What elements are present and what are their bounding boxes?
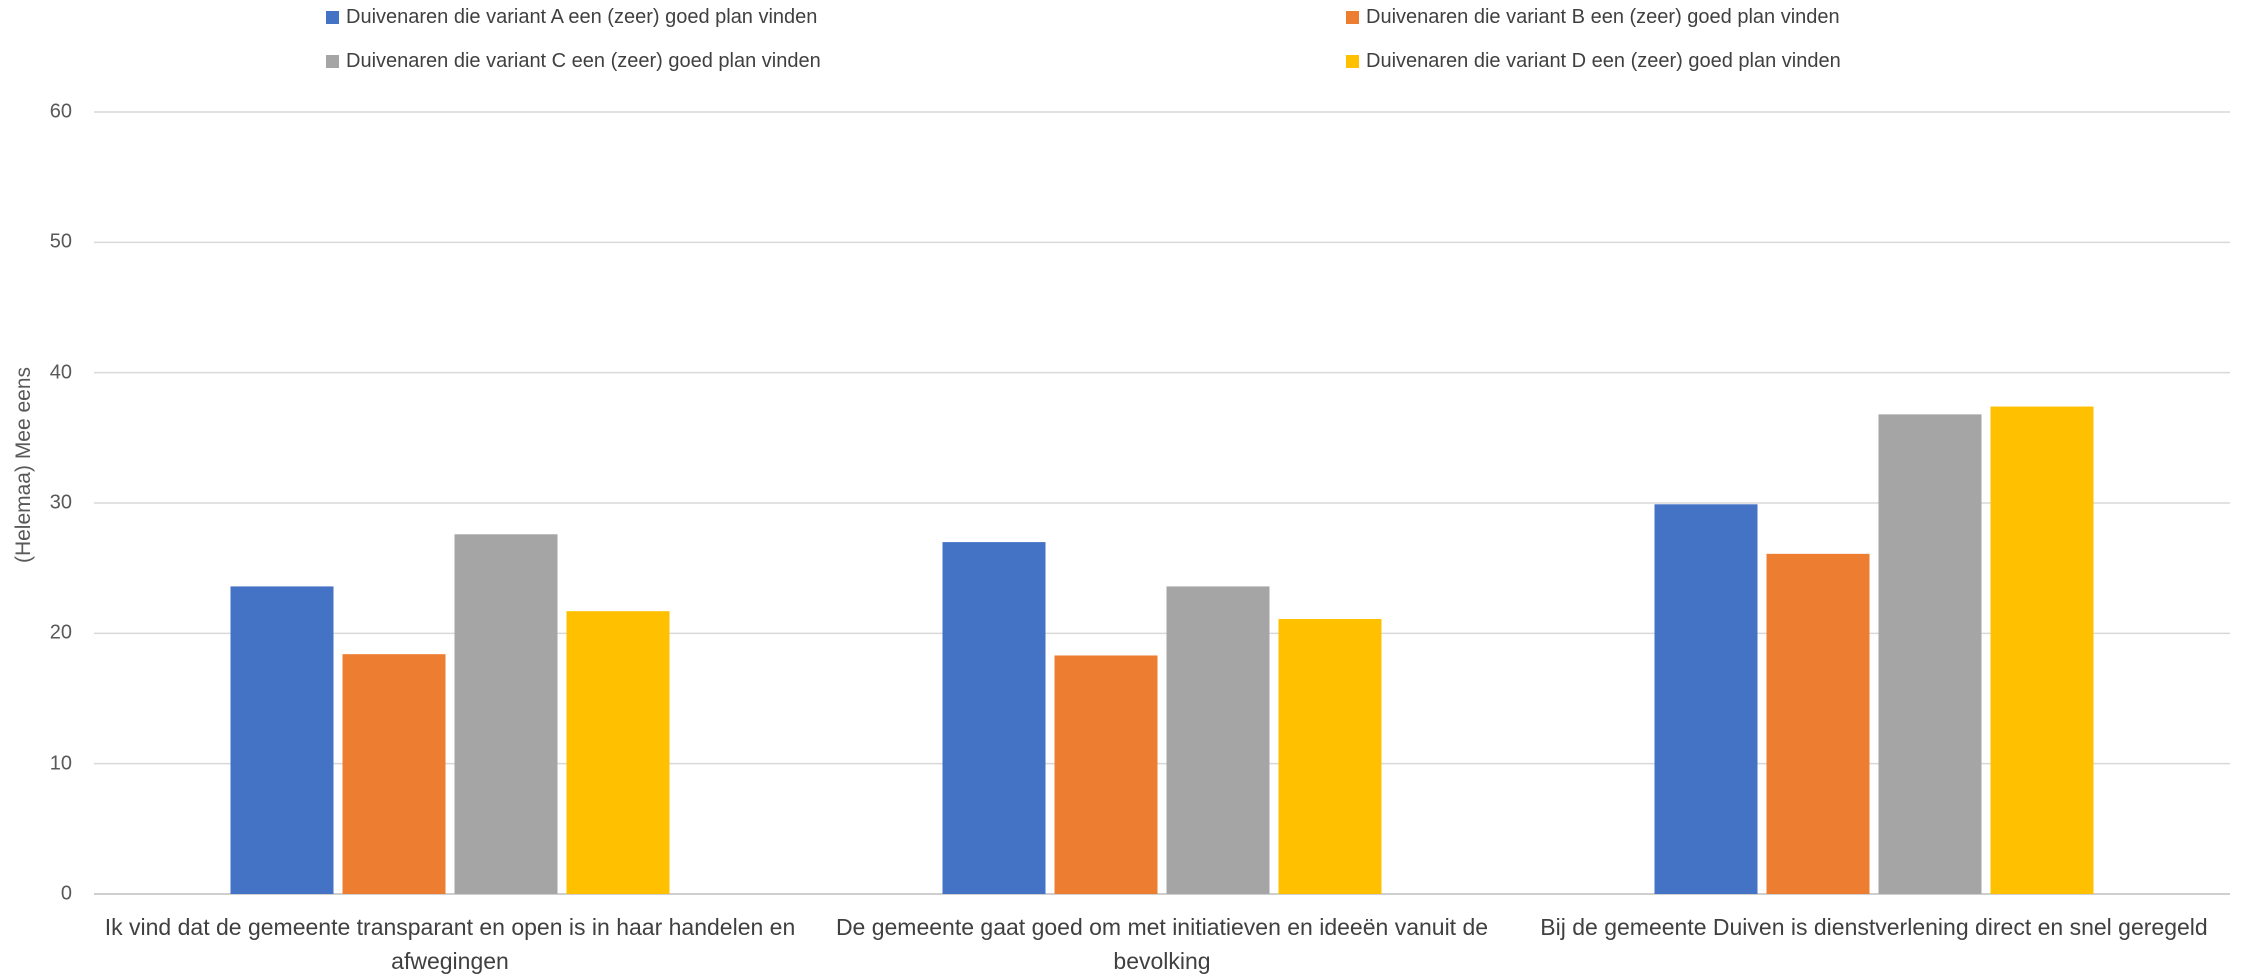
y-tick-label: 0 <box>60 882 72 905</box>
legend-item-a: Duivenaren die variant A een (zeer) goed… <box>326 6 817 29</box>
category-label-3: Bij de gemeente Duiven is dienstverlenin… <box>1540 914 2208 940</box>
y-tick-label: 20 <box>49 621 72 644</box>
legend-label-c: Duivenaren die variant C een (zeer) goed… <box>346 50 821 72</box>
bar-series-a-category-3 <box>1654 504 1758 894</box>
legend-label-a: Duivenaren die variant A een (zeer) goed… <box>346 6 818 28</box>
legend-swatch-a <box>326 11 339 24</box>
bar-series-a-category-2 <box>942 542 1046 894</box>
legend-item-b: Duivenaren die variant B een (zeer) goed… <box>1346 6 1840 29</box>
bar-series-a-category-1 <box>230 586 334 894</box>
y-tick-label: 10 <box>49 752 72 775</box>
y-tick-label: 40 <box>49 361 72 384</box>
bar-series-d-category-1 <box>566 611 670 894</box>
bar-series-c-category-2 <box>1166 586 1270 894</box>
y-tick-label: 30 <box>49 491 72 514</box>
legend-swatch-c <box>326 55 339 68</box>
bar-series-c-category-1 <box>454 534 558 894</box>
y-tick-label: 50 <box>49 230 72 253</box>
bar-series-b-category-2 <box>1054 655 1158 894</box>
legend-item-c: Duivenaren die variant C een (zeer) goed… <box>326 50 821 73</box>
legend-swatch-d <box>1346 55 1359 68</box>
legend-item-d: Duivenaren die variant D een (zeer) goed… <box>1346 50 1841 73</box>
bar-series-b-category-3 <box>1766 553 1870 894</box>
y-tick-label: 60 <box>49 100 72 123</box>
legend-label-d: Duivenaren die variant D een (zeer) goed… <box>1366 50 1841 72</box>
bar-series-d-category-3 <box>1990 406 2094 894</box>
legend-swatch-b <box>1346 11 1359 24</box>
legend: Duivenaren die variant A een (zeer) goed… <box>0 0 2246 80</box>
bar-series-d-category-2 <box>1278 618 1382 894</box>
category-label-1: Ik vind dat de gemeente transparant en o… <box>104 914 796 974</box>
bar-series-b-category-1 <box>342 654 446 894</box>
category-label-2: De gemeente gaat goed om met initiatieve… <box>835 914 1489 974</box>
bar-series-c-category-3 <box>1878 414 1982 894</box>
legend-label-b: Duivenaren die variant B een (zeer) goed… <box>1366 6 1840 28</box>
